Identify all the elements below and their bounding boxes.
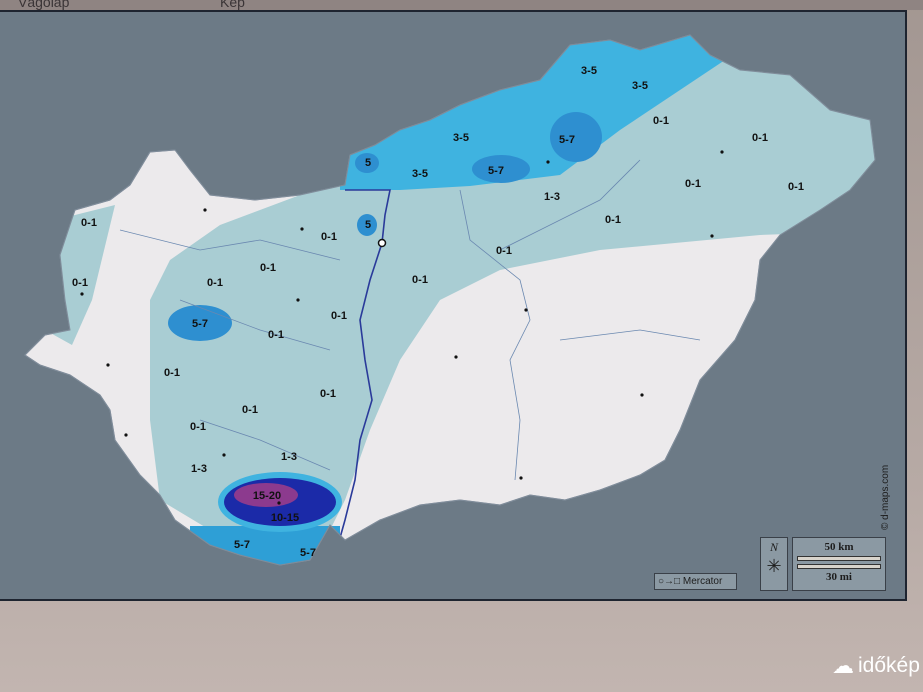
- map-label: 0-1: [653, 115, 669, 127]
- map-label: 0-1: [81, 217, 97, 229]
- tab-image[interactable]: Kép: [220, 0, 245, 10]
- zone-5-7-north-center: [472, 155, 530, 183]
- north-label: N: [769, 540, 778, 554]
- zone-5-west-north: [355, 153, 379, 173]
- projection-label: Mercator: [682, 576, 723, 587]
- map-label: 0-1: [321, 231, 337, 243]
- compass-icon: ✳: [766, 556, 782, 576]
- zone-0-1-main: [150, 40, 875, 530]
- map-label: 15-20: [253, 490, 281, 502]
- map-label: 0-1: [412, 274, 428, 286]
- map-label: 0-1: [496, 245, 512, 257]
- cloud-sun-icon: ☁: [832, 653, 854, 678]
- map-label: 5: [365, 157, 371, 169]
- projection-box: ○→□ Mercator: [654, 573, 737, 590]
- brand-name: időkép: [858, 654, 920, 677]
- rivers-and-borders: [119, 159, 701, 481]
- window-toolbar: Vágólap Kép: [0, 0, 923, 10]
- map-label: 0-1: [268, 329, 284, 341]
- map-label: 0-1: [685, 178, 701, 190]
- map-label: 10-15: [271, 512, 299, 524]
- tab-clipboard[interactable]: Vágólap: [18, 0, 70, 10]
- circle-to-square-icon: ○→□: [658, 576, 681, 587]
- map-label: 1-3: [281, 451, 297, 463]
- map-label: 5-7: [192, 318, 208, 330]
- map-label: 0-1: [164, 367, 180, 379]
- map-label: 5: [365, 219, 371, 231]
- map-label: 0-1: [72, 277, 88, 289]
- map-label: 0-1: [320, 388, 336, 400]
- zone-5-7-west: [168, 305, 232, 341]
- map-label: 3-5: [632, 80, 648, 92]
- scale-bar-box: 50 km 30 mi: [792, 537, 886, 591]
- zone-5-danube: [357, 214, 377, 236]
- map-label: 5-7: [300, 547, 316, 559]
- map-label: 0-1: [331, 310, 347, 322]
- map-label: 0-1: [242, 404, 258, 416]
- map-label: 3-5: [412, 168, 428, 180]
- snow-depth-labels: 3-5 3-5 0-1 0-1 3-5 5-7 5 3-5 5-7 0-1 0-…: [72, 65, 804, 559]
- danube-river: [337, 189, 391, 546]
- map-label: 3-5: [453, 132, 469, 144]
- map-label: 5-7: [488, 165, 504, 177]
- map-label: 1-3: [544, 191, 560, 203]
- map-label: 0-1: [752, 132, 768, 144]
- scale-km-bar: [797, 556, 881, 561]
- scale-mi-bar: [797, 564, 881, 569]
- watermark-logo: ☁ időkép: [832, 653, 920, 679]
- map-label: 3-5: [581, 65, 597, 77]
- zone-5-7-northeast: [550, 112, 602, 162]
- scale-mi-label: 30 mi: [826, 571, 852, 583]
- map-label: 5-7: [559, 134, 575, 146]
- zone-5-7-south: [190, 526, 340, 565]
- map-label: 0-1: [190, 421, 206, 433]
- map-label: 0-1: [788, 181, 804, 193]
- map-label: 5-7: [234, 539, 250, 551]
- scale-km-label: 50 km: [824, 541, 854, 553]
- zone-15-20: [234, 483, 298, 507]
- map-credit: © d-maps.com: [880, 464, 891, 530]
- map-label: 0-1: [605, 214, 621, 226]
- north-arrow-box: N ✳: [760, 537, 788, 591]
- map-label: 0-1: [207, 277, 223, 289]
- map-label: 0-1: [260, 262, 276, 274]
- map-label: 1-3: [191, 463, 207, 475]
- budapest-marker: [377, 238, 387, 248]
- city-dots: [80, 150, 724, 505]
